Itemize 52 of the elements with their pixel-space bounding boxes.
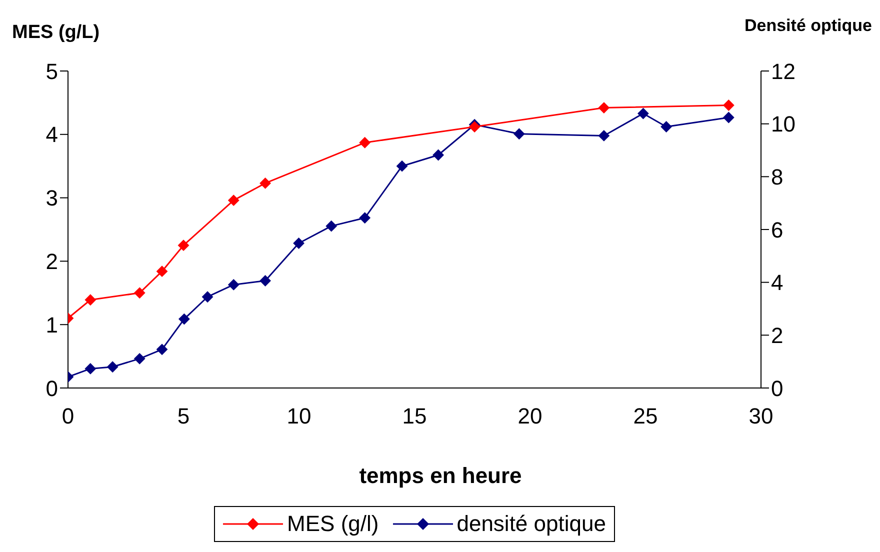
y2-tick-label: 6	[771, 217, 784, 242]
x-axis-title: temps en heure	[358, 463, 523, 489]
legend-label: densité optique	[456, 511, 606, 537]
point	[156, 266, 168, 277]
point	[178, 240, 189, 251]
point	[660, 121, 672, 132]
y-tick-label: 4	[46, 122, 58, 148]
x-tick-label: 10	[286, 404, 312, 429]
point	[134, 287, 146, 298]
y2-tick-label: 4	[771, 270, 784, 296]
point	[84, 363, 96, 374]
point	[260, 178, 271, 189]
y-tick-label: 3	[46, 186, 58, 211]
y-axis-title: MES (g/L)	[12, 22, 100, 44]
y2-tick-label: 8	[771, 164, 784, 190]
point	[723, 112, 734, 123]
point	[326, 220, 337, 232]
point	[293, 238, 304, 249]
y-tick-label: 5	[46, 58, 58, 84]
point	[202, 291, 214, 302]
x-tick-label: 20	[518, 404, 542, 429]
point	[107, 361, 118, 372]
point	[359, 137, 370, 148]
point	[598, 130, 610, 142]
x-tick-label: 15	[402, 404, 427, 429]
x-tick-label: 5	[177, 404, 190, 429]
y2-tick-label: 0	[771, 376, 784, 401]
point	[178, 314, 190, 325]
y-tick-label: 1	[46, 312, 58, 338]
x-tick-label: 25	[633, 404, 658, 429]
y2-axis-title: Densité optique	[744, 16, 872, 36]
y-tick-label: 2	[46, 249, 58, 274]
y2-tick-label: 12	[771, 58, 796, 84]
point	[396, 160, 408, 172]
point	[228, 194, 240, 206]
point	[156, 344, 168, 355]
y-tick-label: 0	[46, 376, 58, 401]
point	[514, 128, 525, 140]
point	[228, 279, 240, 290]
point	[638, 108, 649, 120]
y2-tick-label: 2	[771, 322, 784, 348]
point	[598, 102, 610, 114]
point	[432, 150, 444, 161]
point	[723, 100, 734, 111]
point	[134, 353, 146, 364]
point	[260, 275, 271, 286]
legend-label: MES (g/l)	[286, 511, 379, 537]
y2-tick-label: 10	[771, 112, 796, 137]
point	[84, 294, 96, 306]
x-tick-label: 30	[748, 404, 774, 429]
point	[359, 212, 370, 224]
x-tick-label: 0	[62, 404, 74, 429]
